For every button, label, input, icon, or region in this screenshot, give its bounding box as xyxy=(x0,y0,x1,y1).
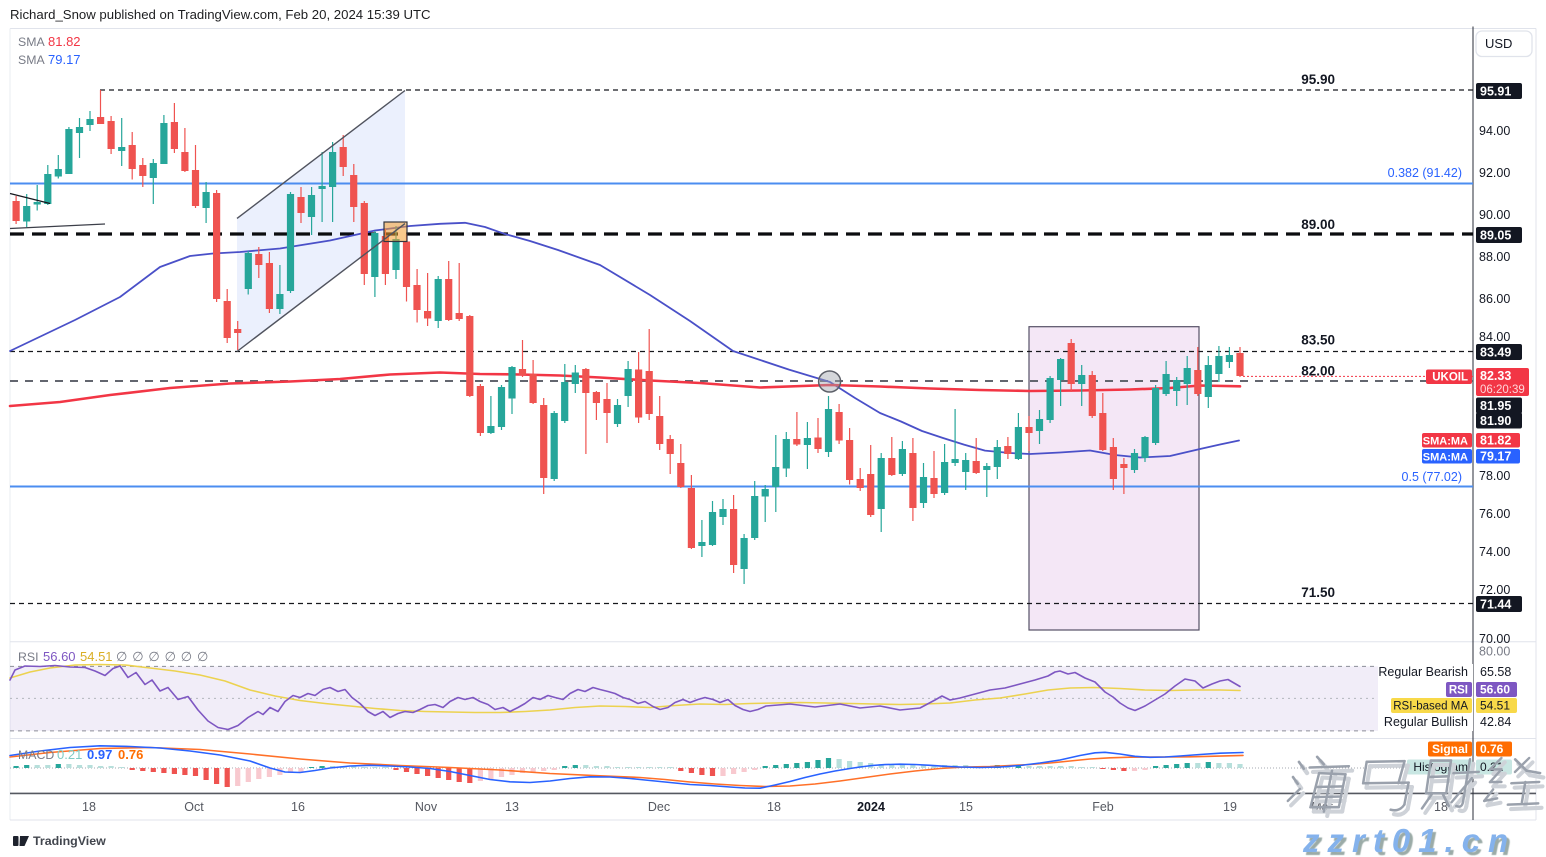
svg-text:18: 18 xyxy=(767,800,781,814)
svg-text:82.33: 82.33 xyxy=(1480,369,1511,383)
svg-text:72.00: 72.00 xyxy=(1479,583,1510,597)
svg-text:42.84: 42.84 xyxy=(1480,715,1511,729)
svg-text:RSI: RSI xyxy=(18,650,39,664)
svg-text:SMA: SMA xyxy=(18,35,45,49)
svg-text:∅: ∅ xyxy=(148,649,159,664)
svg-text:89.00: 89.00 xyxy=(1301,217,1335,232)
svg-text:86.00: 86.00 xyxy=(1479,292,1510,306)
svg-text:74.00: 74.00 xyxy=(1479,545,1510,559)
svg-text:89.05: 89.05 xyxy=(1480,229,1511,243)
svg-text:79.17: 79.17 xyxy=(48,52,81,67)
svg-text:81.82: 81.82 xyxy=(1480,434,1511,448)
svg-text:54.51: 54.51 xyxy=(80,649,113,664)
svg-text:Signal: Signal xyxy=(1432,742,1468,756)
svg-text:SMA: SMA xyxy=(18,53,45,67)
svg-text:∅: ∅ xyxy=(132,649,143,664)
svg-text:56.60: 56.60 xyxy=(43,649,76,664)
svg-text:0.382 (91.42): 0.382 (91.42) xyxy=(1388,166,1462,180)
svg-text:94.00: 94.00 xyxy=(1479,124,1510,138)
svg-text:Oct: Oct xyxy=(184,800,204,814)
svg-text:71.50: 71.50 xyxy=(1301,585,1335,600)
svg-text:56.60: 56.60 xyxy=(1480,683,1510,697)
svg-text:79.17: 79.17 xyxy=(1480,450,1511,464)
svg-text:90.00: 90.00 xyxy=(1479,208,1510,222)
svg-text:95.91: 95.91 xyxy=(1480,85,1511,99)
svg-text:Regular Bullish: Regular Bullish xyxy=(1384,715,1468,729)
svg-text:18: 18 xyxy=(1434,800,1448,814)
svg-text:USD: USD xyxy=(1485,36,1512,51)
svg-text:Feb: Feb xyxy=(1092,800,1114,814)
svg-text:83.49: 83.49 xyxy=(1480,346,1511,360)
svg-text:54.51: 54.51 xyxy=(1480,699,1510,713)
svg-text:2024: 2024 xyxy=(857,800,885,814)
svg-text:76.00: 76.00 xyxy=(1479,507,1510,521)
svg-text:88.00: 88.00 xyxy=(1479,250,1510,264)
svg-text:∅: ∅ xyxy=(165,649,176,664)
svg-text:71.44: 71.44 xyxy=(1480,598,1511,612)
svg-text:Regular Bearish: Regular Bearish xyxy=(1378,665,1468,679)
svg-text:RSI-based MA: RSI-based MA xyxy=(1393,701,1468,713)
svg-text:0.76: 0.76 xyxy=(1480,742,1504,756)
svg-text:16: 16 xyxy=(291,800,305,814)
svg-text:19: 19 xyxy=(1223,800,1237,814)
svg-text:Richard_Snow published on Trad: Richard_Snow published on TradingView.co… xyxy=(10,7,431,22)
svg-text:92.00: 92.00 xyxy=(1479,166,1510,180)
svg-text:0.21: 0.21 xyxy=(57,747,82,762)
svg-text:81.95: 81.95 xyxy=(1480,399,1511,413)
svg-text:0.5 (77.02): 0.5 (77.02) xyxy=(1402,470,1462,484)
svg-text:70.00: 70.00 xyxy=(1479,632,1510,646)
svg-text:∅: ∅ xyxy=(197,649,208,664)
svg-text:81.82: 81.82 xyxy=(48,34,81,49)
svg-text:TradingView: TradingView xyxy=(33,834,106,848)
svg-text:15: 15 xyxy=(959,800,973,814)
svg-text:18: 18 xyxy=(82,800,96,814)
svg-text:SMA:MA: SMA:MA xyxy=(1423,452,1468,464)
svg-text:83.50: 83.50 xyxy=(1301,333,1335,348)
svg-text:∅: ∅ xyxy=(181,649,192,664)
svg-text:∅: ∅ xyxy=(116,649,127,664)
svg-text:81.90: 81.90 xyxy=(1480,414,1511,428)
svg-text:MACD: MACD xyxy=(18,748,54,762)
svg-text:82.00: 82.00 xyxy=(1301,364,1335,379)
svg-text:Dec: Dec xyxy=(648,800,670,814)
svg-text:0.76: 0.76 xyxy=(118,747,143,762)
svg-text:80.00: 80.00 xyxy=(1479,645,1510,659)
svg-text:95.90: 95.90 xyxy=(1301,72,1335,87)
svg-text:RSI: RSI xyxy=(1449,685,1468,697)
svg-text:78.00: 78.00 xyxy=(1479,469,1510,483)
svg-text:Nov: Nov xyxy=(415,800,438,814)
svg-text:SMA:MA: SMA:MA xyxy=(1423,436,1468,448)
svg-text:13: 13 xyxy=(505,800,519,814)
svg-text:84.00: 84.00 xyxy=(1479,330,1510,344)
svg-text:UKOIL: UKOIL xyxy=(1432,372,1468,384)
svg-text:0.97: 0.97 xyxy=(87,747,112,762)
svg-text:65.58: 65.58 xyxy=(1480,665,1511,679)
svg-text:06:20:39: 06:20:39 xyxy=(1480,384,1525,396)
